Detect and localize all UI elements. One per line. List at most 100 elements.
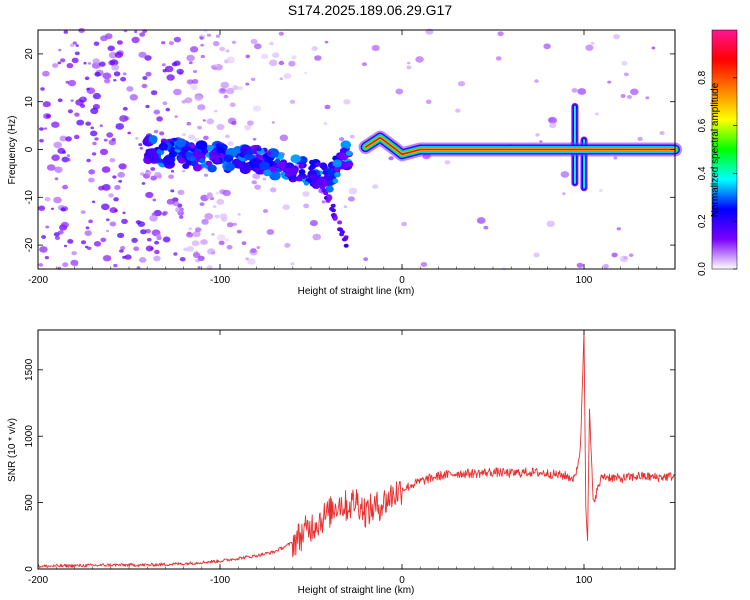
ridge-blob — [332, 159, 343, 168]
heatmap-blob — [361, 62, 367, 67]
heatmap-blob — [114, 51, 123, 59]
heatmap-blob — [104, 78, 111, 84]
heatmap-blob — [156, 174, 163, 179]
heatmap-blob — [60, 58, 66, 63]
heatmap-blob — [348, 187, 358, 195]
snr-panel: -200 -100 0 100 0 500 1000 1500 Height of stra… — [7, 329, 676, 596]
heatmap-blob — [118, 179, 123, 183]
ridge-blob — [315, 162, 321, 167]
heatmap-blob — [91, 62, 101, 69]
heatmap-blob — [224, 134, 230, 139]
x-tick-label: 0 — [399, 275, 405, 286]
heatmap-blob — [214, 214, 220, 219]
heatmap-blob — [92, 58, 101, 64]
heatmap-blob — [51, 154, 60, 161]
ridge-blob — [298, 169, 306, 175]
heatmap-blob — [113, 71, 121, 77]
y-tick-label: -10 — [24, 190, 35, 205]
heatmap-blob — [178, 215, 184, 219]
heatmap-blob — [225, 87, 235, 95]
heatmap-blob — [225, 238, 229, 242]
heatmap-blob — [278, 31, 284, 36]
heatmap-blob — [186, 246, 194, 252]
heatmap-blob — [60, 207, 66, 212]
ridge-blob — [266, 151, 272, 156]
heatmap-blob — [269, 41, 274, 46]
heatmap-blob — [101, 184, 111, 191]
ridge-blob — [339, 152, 349, 161]
heatmap-blob — [599, 189, 603, 192]
heatmap-blob — [214, 63, 218, 67]
heatmap-blob — [247, 120, 254, 126]
colorbar-ticks: 0.0 0.2 0.4 0.6 0.8 — [697, 70, 737, 276]
heatmap-blob — [63, 244, 68, 248]
ridge-blob — [199, 158, 206, 164]
heatmap-blob — [562, 192, 566, 196]
heatmap-blob — [99, 124, 103, 127]
heatmap-blob — [621, 61, 628, 66]
ridge-blob — [332, 216, 338, 221]
heatmap-blob — [84, 230, 92, 237]
ridge-blob — [182, 163, 190, 169]
heatmap-blob — [216, 123, 225, 131]
heatmap-blob — [236, 229, 242, 234]
heatmap-blob — [222, 189, 231, 197]
heatmap-blob — [212, 41, 220, 47]
heatmap-blob — [176, 68, 184, 75]
heatmap-blob — [291, 55, 297, 60]
ridge-blob — [195, 140, 208, 150]
heatmap-blob — [533, 252, 540, 258]
heatmap-blob — [146, 237, 152, 242]
ridge-blob — [317, 181, 323, 186]
heatmap-blob — [92, 92, 101, 100]
heatmap-blob — [91, 200, 96, 204]
heatmap-blob — [241, 241, 247, 246]
ridge-blob — [344, 160, 354, 168]
heatmap-blob — [59, 135, 68, 142]
heatmap-blob — [476, 217, 486, 224]
heatmap-blob — [645, 96, 650, 100]
heatmap-blob — [602, 264, 609, 269]
heatmap-blob — [113, 197, 119, 202]
heatmap-blob — [190, 84, 198, 90]
heatmap-blob — [86, 158, 91, 163]
heatmap-blob — [206, 118, 215, 125]
ridge-blob — [162, 156, 175, 166]
heatmap-blob — [88, 219, 93, 224]
ridge-blob — [325, 185, 334, 193]
heatmap-blob — [135, 137, 139, 140]
heatmap-blob — [39, 139, 44, 143]
heatmap-blob — [407, 61, 411, 65]
heatmap-blob — [153, 109, 161, 115]
y-tick-label: 500 — [24, 494, 35, 511]
heatmap-blob — [172, 201, 180, 207]
heatmap-blob — [103, 138, 108, 142]
heatmap-blob — [39, 127, 44, 131]
heatmap-blob — [150, 167, 156, 171]
heatmap-blob — [611, 252, 618, 258]
ridge-blob — [327, 196, 333, 201]
heatmap-blob — [129, 94, 138, 101]
heatmap-blob — [279, 77, 283, 80]
heatmap-blob — [62, 184, 69, 190]
heatmap-blob — [106, 218, 110, 222]
heatmap-blob — [137, 221, 146, 228]
heatmap-blob — [111, 137, 116, 142]
heatmap-blob — [626, 95, 633, 99]
spectrogram-y-ticks: -20 -10 0 10 20 — [24, 48, 675, 252]
heatmap-blob — [323, 122, 328, 125]
colorbar-gradient — [711, 29, 738, 270]
heatmap-blob — [100, 237, 107, 243]
heatmap-blob — [152, 198, 157, 202]
heatmap-blob — [45, 114, 52, 119]
heatmap-blob — [637, 136, 643, 141]
heatmap-blob — [76, 119, 85, 126]
heatmap-blob — [119, 115, 128, 122]
colorbar-tick-label: 0.0 — [697, 262, 708, 276]
heatmap-blob — [324, 40, 329, 44]
heatmap-blob — [535, 133, 540, 137]
heatmap-blob — [98, 185, 105, 191]
heatmap-blob — [42, 70, 50, 77]
ridge-blob — [246, 149, 254, 156]
x-tick-label: 100 — [576, 575, 593, 586]
